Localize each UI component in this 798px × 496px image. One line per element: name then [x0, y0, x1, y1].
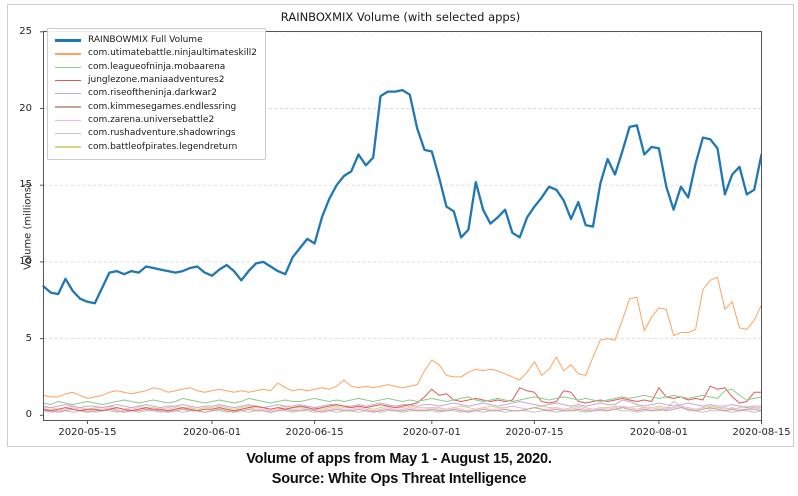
chart-figure: RAINBOXMIX Volume (with selected apps) V… [7, 4, 794, 447]
legend-item-4: com.riseoftheninja.darkwar2 [55, 87, 257, 100]
chart-title: RAINBOXMIX Volume (with selected apps) [280, 10, 521, 24]
plot-area [40, 31, 762, 424]
figure-caption: Volume of apps from May 1 - August 15, 2… [0, 449, 798, 489]
legend-item-3: junglezone.maniaadventures2 [55, 74, 257, 87]
legend-label: com.zarena.universebattle2 [88, 114, 215, 125]
series-line-1 [43, 276, 762, 399]
series-line-0 [42, 88, 762, 305]
legend-label: junglezone.maniaadventures2 [88, 75, 225, 86]
xtick-label-2020-06-15: 2020-06-15 [285, 427, 344, 438]
legend-line-swatch [55, 79, 81, 82]
legend-item-6: com.zarena.universebattle2 [55, 114, 257, 127]
ytick-label-10: 10 [19, 255, 32, 267]
legend-label: com.utimatebattle.ninjaultimateskill2 [88, 48, 257, 59]
legend-line-swatch [55, 106, 81, 108]
xtick-label-2020-07-15: 2020-07-15 [505, 427, 564, 438]
chart-legend: RAINBOWMIX Full Volume com.utimatebattle.… [47, 28, 266, 160]
series-line-3 [43, 385, 762, 412]
series-line-4 [43, 399, 762, 409]
legend-line-swatch [55, 53, 81, 55]
ytick-label-15: 15 [19, 179, 32, 191]
xtick-label-2020-08-15: 2020-08-15 [732, 427, 791, 438]
legend-label: com.riseoftheninja.darkwar2 [88, 88, 218, 99]
legend-label: com.rushadventure.shadowrings [88, 128, 236, 139]
xtick-label-2020-07-01: 2020-07-01 [402, 427, 461, 438]
legend-item-1: com.utimatebattle.ninjaultimateskill2 [55, 47, 257, 60]
legend-label: com.leagueofninja.mobaarena [88, 61, 226, 72]
xtick-label-2020-06-01: 2020-06-01 [182, 427, 242, 438]
legend-line-swatch [55, 93, 81, 95]
legend-label: RAINBOWMIX Full Volume [88, 35, 203, 46]
caption-line-2: Source: White Ops Threat Intelligence [271, 471, 527, 487]
series-line-8 [43, 405, 762, 410]
legend-line-swatch [55, 119, 81, 122]
xtick-label-2020-05-15: 2020-05-15 [58, 427, 117, 438]
legend-line-swatch [55, 39, 81, 43]
ytick-label-5: 5 [25, 332, 32, 344]
legend-item-5: com.kimmesegames.endlessring [55, 100, 257, 113]
legend-item-8: com.battleofpirates.legendreturn [55, 140, 257, 153]
ytick-label-0: 0 [25, 409, 32, 421]
legend-label: com.battleofpirates.legendreturn [88, 141, 238, 152]
ytick-label-25: 25 [19, 25, 32, 37]
legend-line-swatch [55, 146, 81, 148]
series-line-5 [43, 407, 762, 413]
legend-item-2: com.leagueofninja.mobaarena [55, 61, 257, 74]
caption-line-1: Volume of apps from May 1 - August 15, 2… [246, 451, 552, 467]
series-line-2 [43, 388, 762, 406]
axes-spines [43, 31, 762, 421]
legend-item-0: RAINBOWMIX Full Volume [55, 34, 257, 47]
legend-line-swatch [55, 133, 81, 135]
legend-label: com.kimmesegames.endlessring [88, 101, 237, 112]
xtick-label-2020-08-01: 2020-08-01 [629, 427, 688, 438]
ytick-label-20: 20 [19, 102, 32, 114]
legend-line-swatch [55, 66, 81, 68]
legend-item-7: com.rushadventure.shadowrings [55, 127, 257, 140]
